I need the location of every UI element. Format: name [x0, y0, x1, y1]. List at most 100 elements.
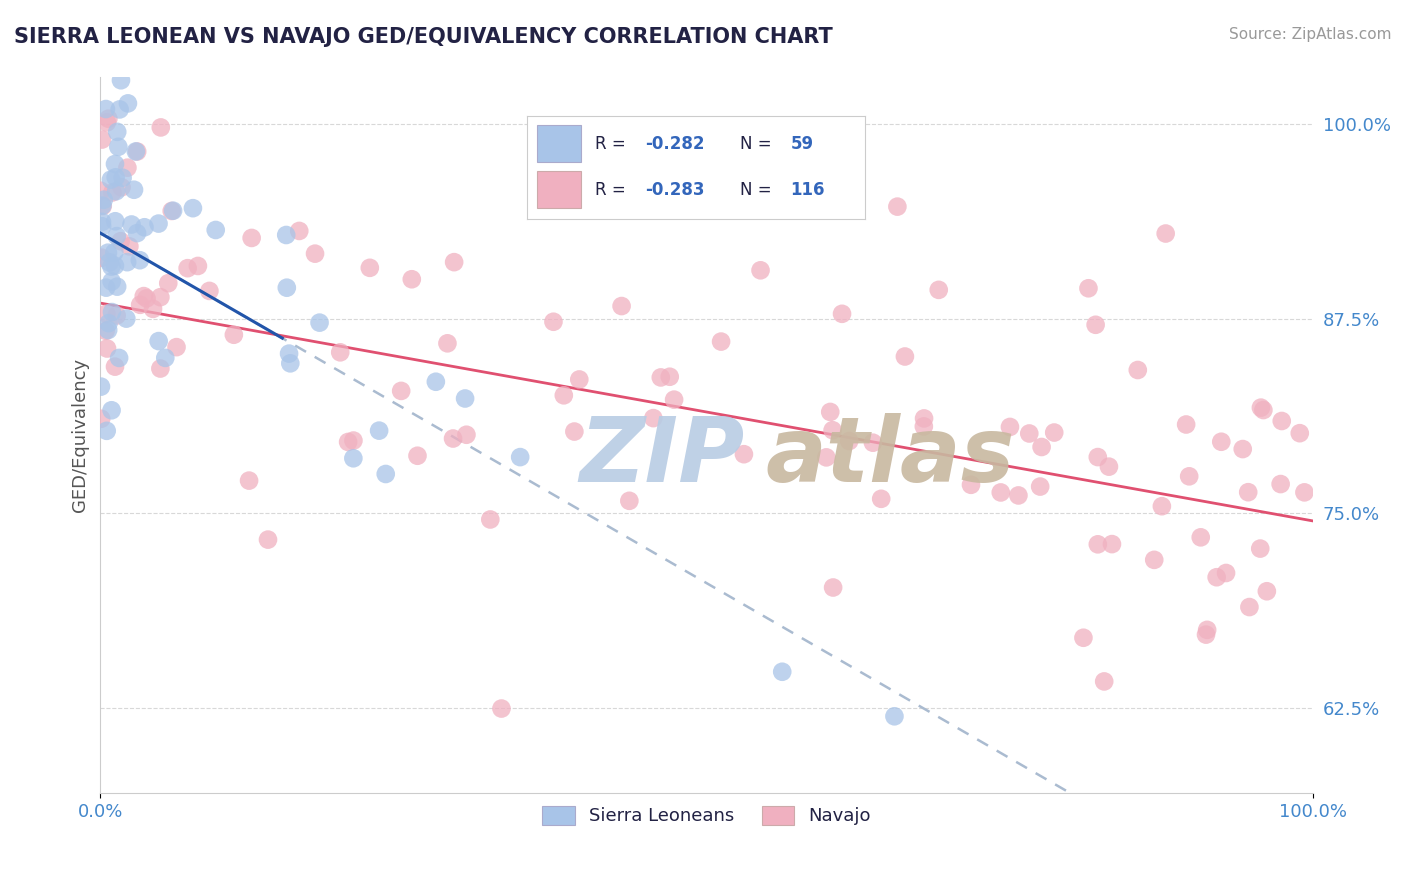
- Point: [125, 145, 148, 159]
- Point: [94, 324, 117, 338]
- Point: [148, 217, 170, 231]
- Point: [1270, 477, 1292, 491]
- Point: [1098, 459, 1121, 474]
- Point: [1250, 401, 1272, 415]
- Point: [406, 449, 429, 463]
- Point: [990, 485, 1012, 500]
- Point: [276, 281, 298, 295]
- Point: [1087, 450, 1109, 464]
- Point: [105, 309, 128, 323]
- Point: [104, 170, 127, 185]
- Point: [103, 245, 125, 260]
- Point: [831, 307, 853, 321]
- Point: [157, 277, 180, 291]
- Point: [96, 342, 118, 356]
- Point: [149, 120, 172, 135]
- Point: [90, 379, 112, 393]
- Point: [111, 170, 134, 185]
- Point: [479, 512, 502, 526]
- Point: [142, 301, 165, 316]
- Point: [509, 450, 531, 464]
- Text: N =: N =: [740, 181, 776, 199]
- Point: [1154, 227, 1177, 241]
- Point: [912, 419, 935, 434]
- Point: [100, 403, 122, 417]
- Point: [749, 263, 772, 277]
- Point: [97, 316, 120, 330]
- Point: [374, 467, 396, 481]
- Point: [342, 434, 364, 448]
- Point: [278, 356, 301, 370]
- Point: [441, 432, 464, 446]
- Point: [240, 231, 263, 245]
- Point: [1077, 281, 1099, 295]
- Point: [108, 103, 131, 117]
- Text: N =: N =: [740, 135, 776, 153]
- Point: [100, 260, 122, 274]
- Point: [117, 161, 139, 175]
- FancyBboxPatch shape: [537, 125, 581, 162]
- Point: [1175, 417, 1198, 432]
- Point: [96, 307, 118, 321]
- Point: [278, 346, 301, 360]
- Point: [187, 259, 209, 273]
- Point: [436, 336, 458, 351]
- Point: [658, 369, 681, 384]
- Point: [1271, 414, 1294, 428]
- Point: [823, 581, 845, 595]
- Point: [176, 261, 198, 276]
- Point: [1029, 479, 1052, 493]
- Point: [101, 305, 124, 319]
- Point: [104, 359, 127, 374]
- Text: SIERRA LEONEAN VS NAVAJO GED/EQUIVALENCY CORRELATION CHART: SIERRA LEONEAN VS NAVAJO GED/EQUIVALENCY…: [14, 27, 832, 46]
- Point: [91, 219, 114, 234]
- Point: [337, 434, 360, 449]
- Text: atlas: atlas: [765, 413, 1015, 501]
- Point: [122, 183, 145, 197]
- Point: [1143, 553, 1166, 567]
- Point: [115, 311, 138, 326]
- Point: [166, 340, 188, 354]
- Point: [94, 102, 117, 116]
- Point: [132, 289, 155, 303]
- Point: [733, 447, 755, 461]
- Y-axis label: GED/Equivalency: GED/Equivalency: [72, 359, 89, 513]
- Point: [928, 283, 950, 297]
- Point: [96, 280, 118, 294]
- Point: [710, 334, 733, 349]
- Point: [100, 172, 122, 186]
- Point: [222, 327, 245, 342]
- Point: [100, 275, 122, 289]
- Point: [815, 450, 838, 465]
- Point: [821, 423, 844, 437]
- Point: [121, 218, 143, 232]
- Point: [90, 411, 112, 425]
- Point: [105, 229, 128, 244]
- Point: [160, 203, 183, 218]
- Point: [107, 140, 129, 154]
- Point: [1253, 403, 1275, 417]
- Point: [97, 323, 120, 337]
- Point: [91, 199, 114, 213]
- Text: R =: R =: [595, 181, 631, 199]
- Point: [1031, 440, 1053, 454]
- Point: [110, 73, 132, 87]
- Point: [238, 474, 260, 488]
- Point: [276, 227, 298, 242]
- Point: [1249, 541, 1271, 556]
- Text: ZIP: ZIP: [579, 413, 745, 501]
- Point: [1197, 623, 1219, 637]
- Point: [1018, 426, 1040, 441]
- Point: [117, 96, 139, 111]
- Point: [870, 491, 893, 506]
- Point: [491, 701, 513, 715]
- Point: [568, 372, 591, 386]
- Point: [1205, 570, 1227, 584]
- Text: R =: R =: [595, 135, 631, 153]
- Point: [1101, 537, 1123, 551]
- Point: [425, 375, 447, 389]
- Point: [1087, 537, 1109, 551]
- Point: [662, 392, 685, 407]
- Point: [90, 184, 112, 198]
- Point: [108, 351, 131, 365]
